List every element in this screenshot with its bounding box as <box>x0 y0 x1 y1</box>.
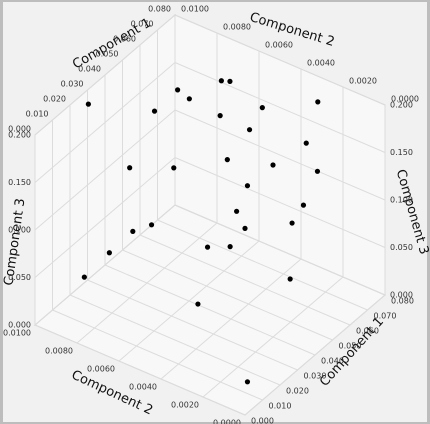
point <box>204 244 211 250</box>
tick-label: 0.000 <box>390 291 413 300</box>
tick-label: 0.020 <box>43 95 66 104</box>
point <box>289 220 295 226</box>
point <box>186 96 192 102</box>
tick-label: 0.000 <box>8 321 31 330</box>
point <box>227 78 233 84</box>
point <box>217 113 223 119</box>
tick-label: 0.040 <box>78 65 101 74</box>
grid-line <box>76 222 218 344</box>
point <box>270 162 276 168</box>
grid-line <box>69 294 281 386</box>
tick-label: 0.100 <box>8 226 31 235</box>
tick-label: 0.0060 <box>87 365 115 374</box>
tick-label: 0.0040 <box>307 59 335 68</box>
grid-line <box>174 204 386 296</box>
grid-line <box>244 294 386 416</box>
point <box>127 165 133 171</box>
tick-label: 0.070 <box>374 312 397 321</box>
point <box>195 301 201 307</box>
point <box>224 157 230 163</box>
grid-line <box>202 276 344 398</box>
panes <box>34 13 386 416</box>
tick-label: 0.000 <box>251 417 274 424</box>
tick-label: 0.0080 <box>45 347 73 356</box>
grid-line <box>157 219 368 311</box>
grid-line <box>34 14 176 136</box>
tick-label: 0.050 <box>390 243 413 252</box>
grid-line <box>122 249 333 341</box>
tick-label: 0.0080 <box>223 23 251 32</box>
tick-label: 0.030 <box>304 372 327 381</box>
grid-line <box>34 109 176 231</box>
tick-label: 0.010 <box>26 110 49 119</box>
point <box>130 228 136 234</box>
point <box>246 127 253 133</box>
point <box>148 222 155 228</box>
grid-line <box>34 324 246 416</box>
tick-label: 0.0000 <box>391 95 419 104</box>
tick-label: 0.0020 <box>171 401 199 410</box>
tick-label: 0.100 <box>390 196 413 205</box>
tick-label: 0.0060 <box>265 41 293 50</box>
tick-label: 0.050 <box>96 50 119 59</box>
point <box>151 108 158 114</box>
tick-label: 0.150 <box>390 148 413 157</box>
point <box>218 78 224 84</box>
grid-line <box>87 279 298 371</box>
point <box>303 140 309 146</box>
tick-label: 0.010 <box>269 402 292 411</box>
point <box>300 202 307 208</box>
tick-label: 0.060 <box>113 35 136 44</box>
tick-label: 0.0100 <box>3 329 31 338</box>
grid-line <box>34 157 176 278</box>
point <box>171 165 177 171</box>
tick-label: 0.0020 <box>349 77 377 86</box>
tick-label: 0.0000 <box>213 419 241 424</box>
point <box>234 208 240 214</box>
grid-line <box>139 234 351 326</box>
point <box>259 105 265 111</box>
tick-label: 0.050 <box>339 342 362 351</box>
tick-label: 0.020 <box>286 387 309 396</box>
grid-line <box>52 309 263 401</box>
tick-label: 0.030 <box>61 80 84 89</box>
grid-line <box>34 62 176 183</box>
grid-line <box>174 157 386 248</box>
point <box>242 225 248 231</box>
point <box>106 250 112 256</box>
point <box>227 244 233 250</box>
grid-line <box>118 240 260 362</box>
point <box>314 168 321 174</box>
tick-label: 0.070 <box>131 20 154 29</box>
point <box>175 87 181 93</box>
grid-line <box>160 258 302 380</box>
tick-label: 0.060 <box>356 327 379 336</box>
tick-label: 0.000 <box>8 125 31 134</box>
grid-line <box>104 264 316 356</box>
point <box>85 101 91 107</box>
tick-label: 0.080 <box>148 5 171 14</box>
point <box>315 99 321 105</box>
tick-label: 0.200 <box>390 101 413 110</box>
point <box>287 276 293 282</box>
tick-label: 0.040 <box>321 357 344 366</box>
grid-line <box>174 62 386 153</box>
tick-label: 0.150 <box>8 178 31 187</box>
tick-label: 0.0040 <box>129 383 157 392</box>
point <box>81 274 87 280</box>
tick-label: 0.080 <box>391 297 414 306</box>
grid-line <box>174 109 386 201</box>
tick-label: 0.0100 <box>181 5 209 14</box>
tick-label: 0.200 <box>8 131 31 140</box>
point <box>244 183 251 189</box>
tick-label: 0.050 <box>8 273 31 282</box>
grid-line <box>174 14 386 106</box>
point <box>244 379 251 385</box>
